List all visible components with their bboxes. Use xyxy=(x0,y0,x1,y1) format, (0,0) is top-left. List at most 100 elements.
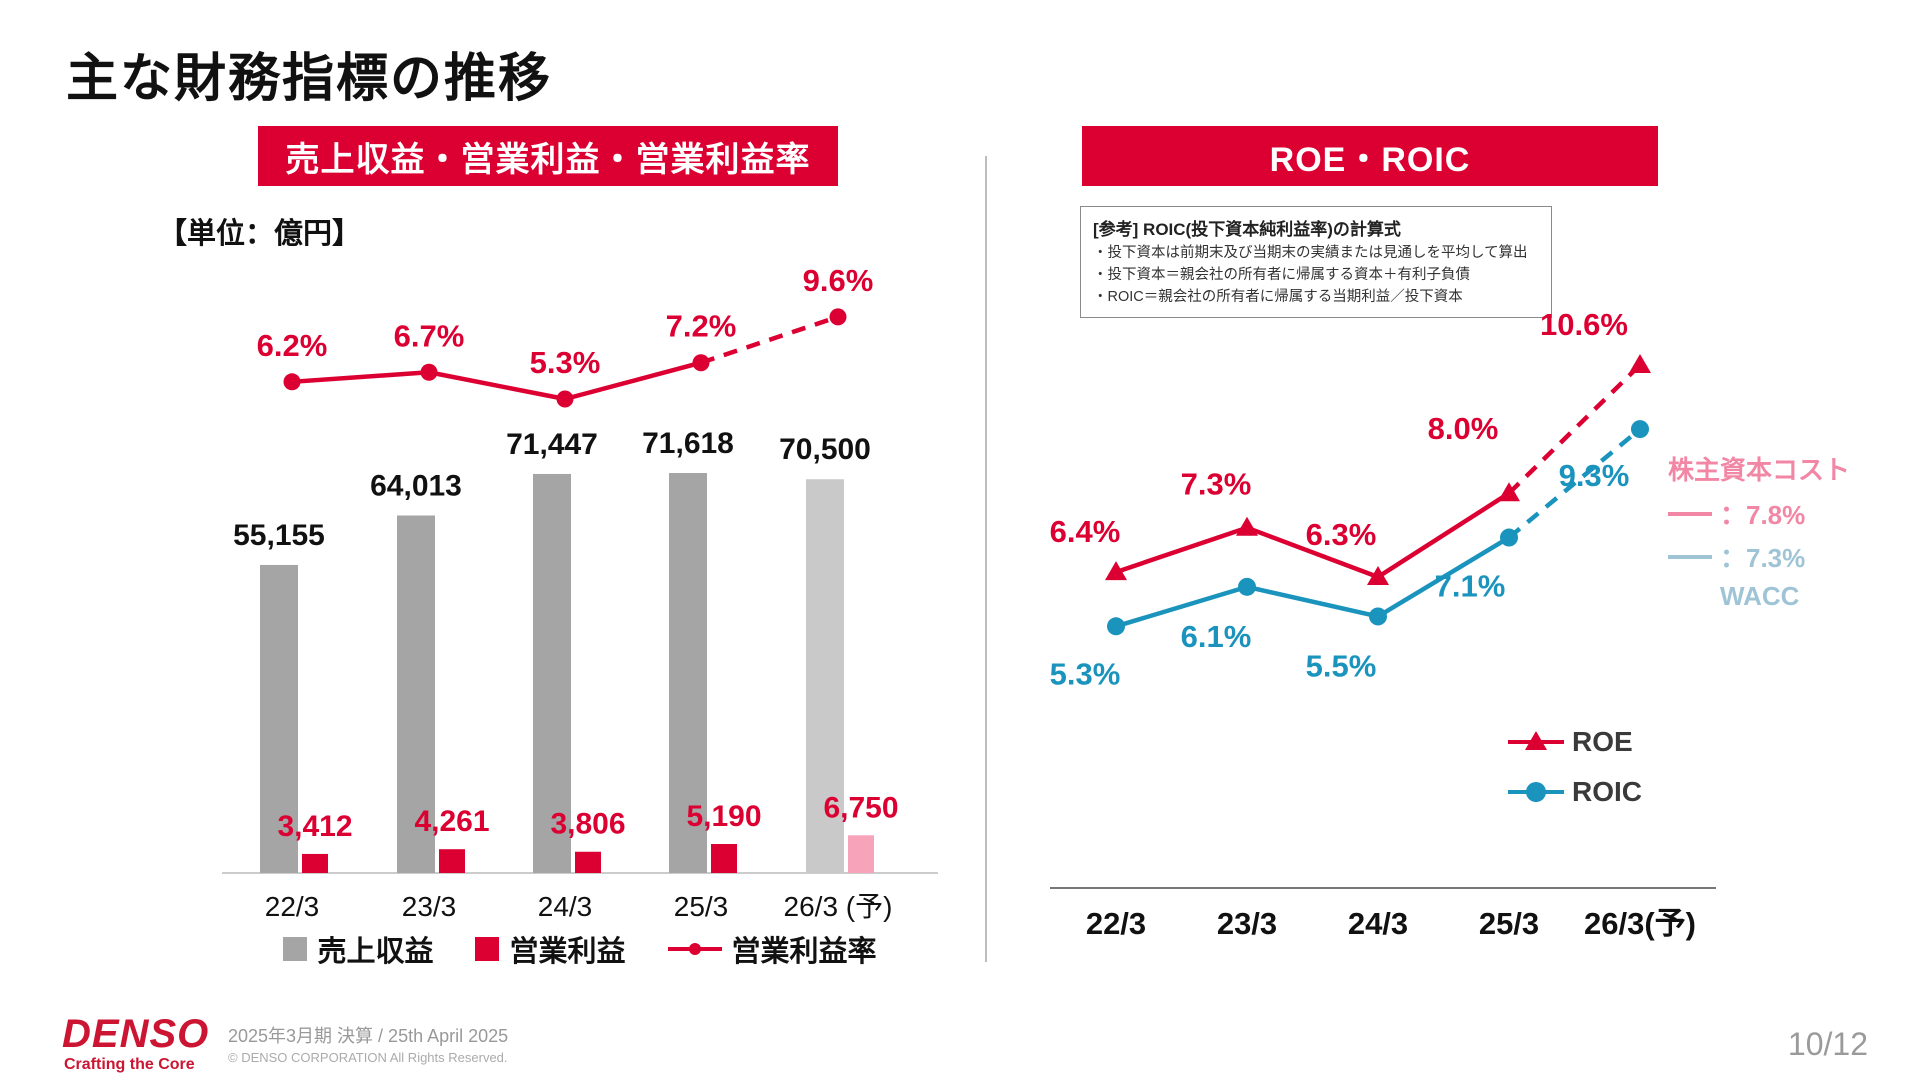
equity-cost-value: ：7.8% xyxy=(1720,500,1806,530)
roic-marker-swatch-icon xyxy=(1508,779,1564,805)
roe-marker-swatch-icon xyxy=(1508,729,1564,755)
revenue-bar xyxy=(260,564,298,873)
roic-value-label: 6.1% xyxy=(1181,619,1252,654)
revenue-value-label: 70,500 xyxy=(779,433,871,466)
series-segment xyxy=(428,370,566,402)
x-axis-label: 25/3 xyxy=(1479,906,1539,941)
revenue-bar xyxy=(669,473,707,873)
revenue-bar xyxy=(806,479,844,873)
roic-point xyxy=(1369,607,1387,626)
roic-formula-box: [参考] ROIC(投下資本純利益率)の計算式 ・投下資本は前期末及び当期末の実… xyxy=(1080,206,1552,319)
revenue-bar xyxy=(533,473,571,873)
series-segment xyxy=(1246,584,1379,619)
right-chart-banner: ROE・ROIC xyxy=(1082,126,1658,186)
roe-point xyxy=(1498,482,1520,502)
series-segment xyxy=(1115,525,1248,575)
roe-point xyxy=(1105,561,1127,581)
roic-formula-line: ・投下資本は前期末及び当期末の実績または見通しを平均して算出 xyxy=(1093,245,1528,261)
profit-value-label: 3,412 xyxy=(277,810,352,843)
margin-value-label: 5.3% xyxy=(530,345,601,380)
roic-value-label: 5.3% xyxy=(1050,656,1121,691)
wacc-value: ：7.3% xyxy=(1720,543,1806,573)
profit-value-label: 4,261 xyxy=(414,805,489,838)
profit-bar xyxy=(711,844,737,873)
roic-point xyxy=(1500,528,1518,547)
revenue-value-label: 71,618 xyxy=(642,427,734,460)
margin-point xyxy=(692,354,710,372)
denso-logo: DENSO xyxy=(62,1012,210,1056)
revenue-value-label: 64,013 xyxy=(370,469,462,502)
profit-value-label: 6,750 xyxy=(823,791,898,824)
roe-point xyxy=(1236,516,1258,536)
profit-bar xyxy=(848,835,874,873)
legend-item-roe: ROE xyxy=(1508,726,1642,758)
right-chart-legend: ROE ROIC xyxy=(1508,726,1642,808)
x-axis-label: 23/3 xyxy=(402,891,457,922)
x-axis-label: 24/3 xyxy=(1348,906,1408,941)
revenue-value-label: 55,155 xyxy=(233,519,325,552)
roic-point xyxy=(1238,577,1256,596)
equity-cost-title: 株主資本コスト xyxy=(1668,455,1851,485)
roic-value-label: 9.3% xyxy=(1559,458,1630,493)
footer-copyright: © DENSO CORPORATION All Rights Reserved. xyxy=(228,1050,508,1065)
legend-label: ROIC xyxy=(1572,776,1642,807)
x-axis-label: 26/3 (予) xyxy=(784,891,893,922)
roic-formula-line: ・投下資本＝親会社の所有者に帰属する資本＋有利子負債 xyxy=(1093,266,1470,283)
margin-point xyxy=(556,390,574,408)
margin-point xyxy=(829,308,847,326)
roic-value-label: 7.1% xyxy=(1435,569,1506,604)
series-segment xyxy=(1507,363,1642,495)
margin-value-label: 9.6% xyxy=(803,263,874,298)
vertical-divider xyxy=(985,156,987,962)
left-chart-legend: 売上収益 営業利益 営業利益率 xyxy=(250,928,910,970)
x-axis-label: 22/3 xyxy=(265,891,320,922)
profit-bar xyxy=(439,849,465,873)
legend-item-revenue: 売上収益 xyxy=(283,928,433,970)
margin-point xyxy=(420,363,438,381)
wacc-line-icon xyxy=(1668,554,1712,559)
wacc-row: ：7.3% xyxy=(1668,538,1918,575)
wacc-label: WACC xyxy=(1720,581,1800,611)
x-axis-label: 24/3 xyxy=(538,891,593,922)
margin-value-label: 6.7% xyxy=(394,318,465,353)
series-segment xyxy=(700,314,839,365)
legend-item-operating-profit: 営業利益 xyxy=(475,928,626,970)
roic-value-label: 5.5% xyxy=(1306,648,1377,683)
margin-value-label: 6.2% xyxy=(257,328,328,363)
profit-value-label: 5,190 xyxy=(686,800,761,833)
capital-cost-annotation: 株主資本コスト ：7.8% ：7.3% WACC xyxy=(1668,450,1918,612)
series-segment xyxy=(1376,535,1511,619)
revenue-swatch-icon xyxy=(283,937,308,961)
profit-swatch-icon xyxy=(475,937,500,961)
x-axis-label: 26/3(予) xyxy=(1584,906,1696,941)
revenue-bar xyxy=(397,515,435,873)
equity-cost-row: ：7.8% xyxy=(1668,495,1918,532)
legend-item-margin: 営業利益率 xyxy=(667,928,877,970)
roic-point xyxy=(1631,420,1649,439)
roic-formula-title: [参考] ROIC(投下資本純利益率)の計算式 xyxy=(1093,220,1401,239)
profit-value-label: 3,806 xyxy=(550,808,625,841)
footer-event-text: 2025年3月期 決算 / 25th April 2025 xyxy=(228,1026,509,1046)
series-segment xyxy=(564,360,702,402)
roe-value-label: 8.0% xyxy=(1428,411,1499,446)
legend-item-roic: ROIC xyxy=(1508,776,1642,808)
roe-point xyxy=(1367,566,1389,585)
denso-tagline: Crafting the Core xyxy=(64,1056,195,1073)
unit-label: 【単位：億円】 xyxy=(158,218,362,250)
roe-value-label: 6.3% xyxy=(1306,517,1377,552)
x-axis-label: 25/3 xyxy=(674,891,729,922)
roe-value-label: 10.6% xyxy=(1540,307,1628,342)
legend-label: ROE xyxy=(1572,726,1633,757)
margin-point xyxy=(283,373,301,391)
roic-point xyxy=(1107,617,1125,636)
page-number: 10/12 xyxy=(1787,1026,1868,1062)
series-segment xyxy=(291,370,430,385)
legend-label: 営業利益率 xyxy=(731,936,877,968)
page-title: 主な財務指標の推移 xyxy=(66,50,553,108)
profit-bar xyxy=(302,853,328,873)
legend-label: 売上収益 xyxy=(317,936,434,968)
x-axis-label: 23/3 xyxy=(1217,906,1277,941)
margin-line-swatch-icon xyxy=(667,937,722,961)
